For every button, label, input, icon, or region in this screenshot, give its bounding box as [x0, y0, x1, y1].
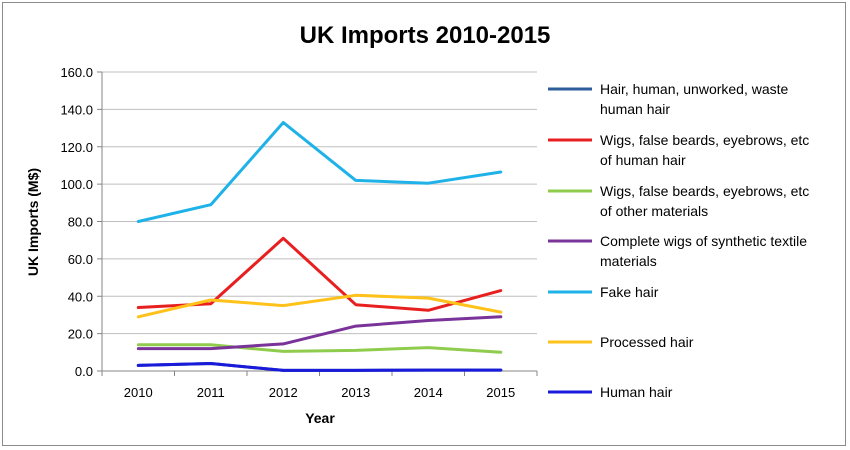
x-tick-label: 2013	[341, 385, 370, 400]
y-tick-label: 0.0	[75, 364, 93, 379]
y-tick-label: 160.0	[60, 65, 93, 80]
x-axis-ticks: 2010 2011 2012 2013 2014 2015	[101, 371, 538, 400]
legend-entry: Wigs, false beards, eyebrows, etc of huma…	[548, 132, 809, 168]
legend-label: of human hair	[600, 152, 686, 168]
x-tick-label: 2014	[414, 385, 443, 400]
legend-label: Hair, human, unworked, waste	[600, 81, 789, 97]
legend-entry: Fake hair	[548, 284, 659, 300]
x-axis-label: Year	[305, 410, 335, 426]
y-tick-label: 100.0	[60, 177, 93, 192]
x-tick-label: 2010	[124, 385, 153, 400]
series-lines	[136, 121, 503, 372]
legend: Hair, human, unworked, waste human hair Wi…	[548, 81, 809, 400]
series-line-7	[136, 362, 503, 372]
series-line-5	[136, 121, 503, 223]
y-tick-label: 140.0	[60, 102, 93, 117]
y-tick-label: 60.0	[68, 252, 93, 267]
gridlines	[101, 71, 537, 372]
legend-label: Complete wigs of synthetic textile	[600, 233, 807, 249]
legend-label: Processed hair	[600, 334, 694, 350]
legend-label: materials	[600, 253, 657, 269]
legend-label: human hair	[600, 101, 670, 117]
y-tick-label: 20.0	[68, 327, 93, 342]
y-axis-ticks: 0.0 20.0 40.0 60.0 80.0 100.0 120.0 140.0 160.0	[60, 65, 102, 379]
legend-entry: Hair, human, unworked, waste human hair	[548, 81, 789, 117]
legend-entry: Complete wigs of synthetic textile materi…	[548, 233, 807, 269]
legend-label: Wigs, false beards, eyebrows, etc	[600, 132, 809, 148]
legend-entry: Human hair	[548, 384, 673, 400]
y-tick-label: 80.0	[68, 215, 93, 230]
legend-entry: Processed hair	[548, 334, 694, 350]
legend-label: Human hair	[600, 384, 673, 400]
legend-entry: Wigs, false beards, eyebrows, etc of othe…	[548, 183, 809, 219]
y-tick-label: 40.0	[68, 289, 93, 304]
chart-frame	[2, 2, 846, 446]
legend-label: of other materials	[600, 203, 708, 219]
series-line-6	[136, 293, 503, 319]
x-tick-label: 2011	[197, 385, 225, 400]
series-line-3	[136, 343, 503, 354]
chart-title: UK Imports 2010-2015	[300, 22, 551, 49]
y-axis-label: UK Imports (M$)	[25, 168, 41, 276]
series-line-4	[136, 315, 503, 351]
legend-label: Wigs, false beards, eyebrows, etc	[600, 183, 809, 199]
legend-label: Fake hair	[600, 284, 659, 300]
x-tick-label: 2012	[269, 385, 298, 400]
x-tick-label: 2015	[486, 385, 515, 400]
y-tick-label: 120.0	[60, 140, 93, 155]
